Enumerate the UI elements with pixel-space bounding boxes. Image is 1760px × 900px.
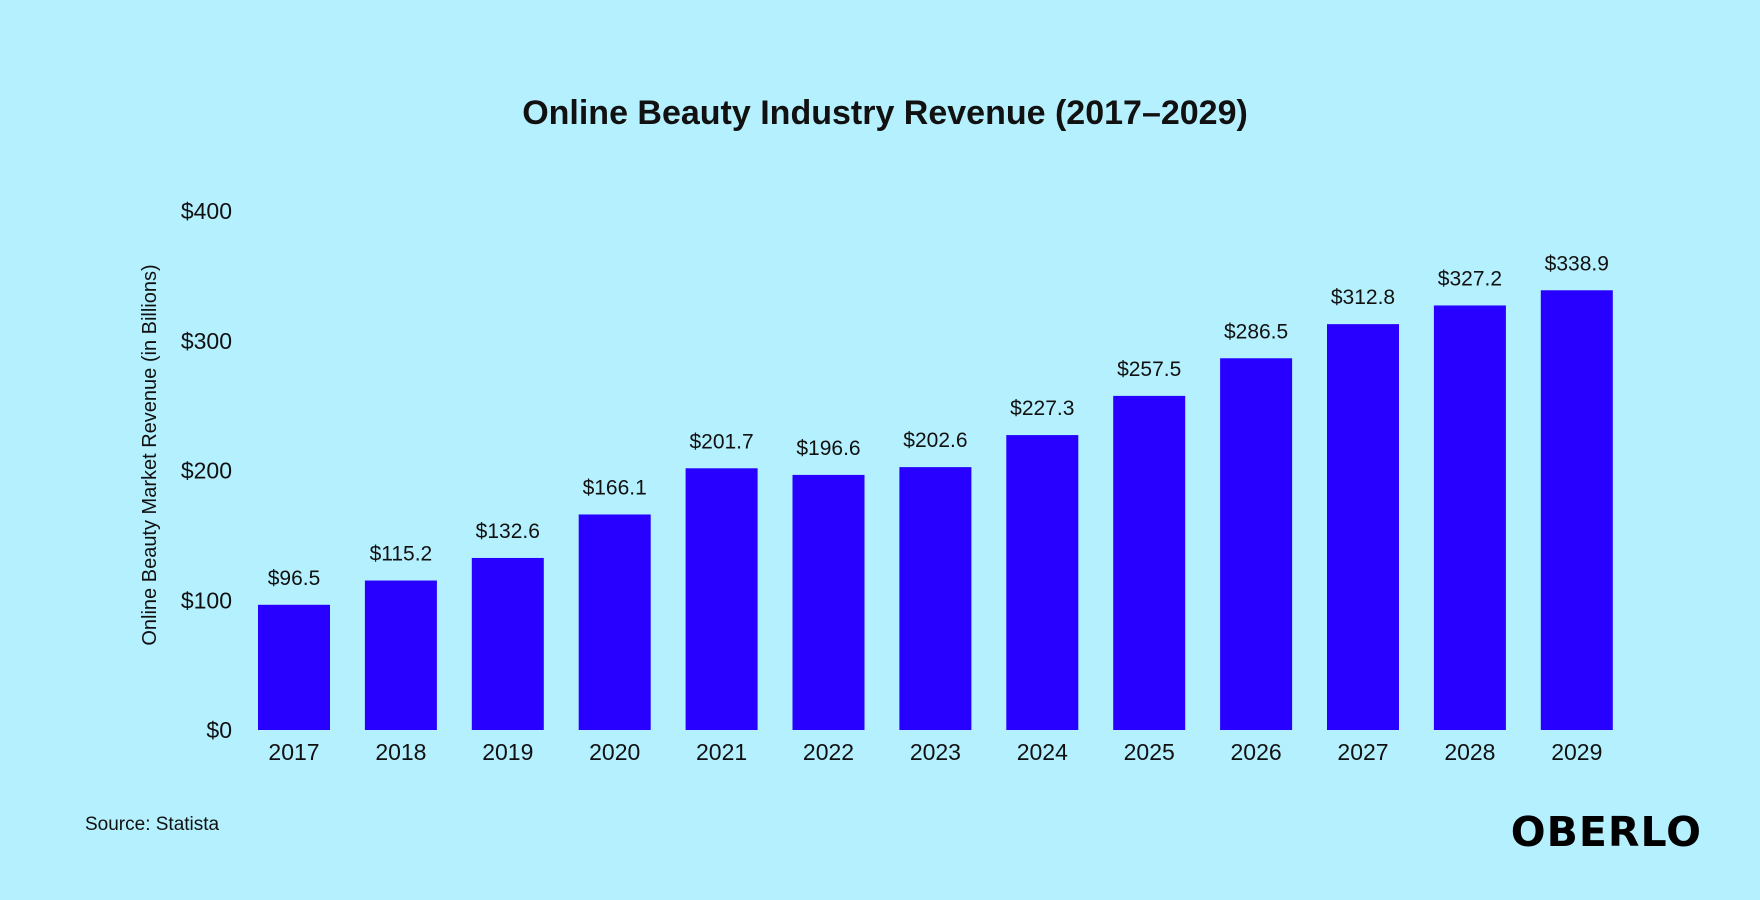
y-tick-label: $0 <box>206 717 232 743</box>
bar <box>364 580 437 730</box>
y-axis-label: Online Beauty Market Revenue (in Billion… <box>139 264 161 645</box>
bar <box>1433 305 1506 730</box>
data-label: $227.3 <box>1010 397 1074 420</box>
x-tick-label: 2019 <box>482 739 533 765</box>
x-tick-label: 2023 <box>910 739 961 765</box>
bar <box>1220 358 1293 730</box>
oberlo-logo: OBERLO <box>1511 808 1702 856</box>
y-tick-label: $200 <box>181 458 232 484</box>
data-label: $196.6 <box>796 437 860 460</box>
bar <box>578 514 651 730</box>
x-tick-label: 2026 <box>1231 739 1282 765</box>
bar <box>899 467 972 730</box>
source-note: Source: Statista <box>85 814 220 835</box>
x-tick-label: 2027 <box>1337 739 1388 765</box>
y-tick-label: $300 <box>181 328 232 354</box>
y-tick-label: $400 <box>181 198 232 224</box>
bar <box>1006 435 1079 730</box>
bar <box>685 468 758 730</box>
data-label: $257.5 <box>1117 358 1181 381</box>
bar <box>1540 290 1613 730</box>
x-tick-label: 2022 <box>803 739 854 765</box>
data-label: $96.5 <box>268 567 321 590</box>
data-label: $201.7 <box>689 430 753 453</box>
x-axis-ticks: 2017 2018 2019 2020 2021 2022 2023 2024 2025 2026… <box>268 739 1602 765</box>
x-tick-label: 2020 <box>589 739 640 765</box>
data-label: $338.9 <box>1545 252 1609 275</box>
x-tick-label: 2021 <box>696 739 747 765</box>
data-label: $166.1 <box>583 476 647 499</box>
y-tick-label: $100 <box>181 587 232 613</box>
bars <box>258 290 1613 730</box>
x-tick-label: 2025 <box>1124 739 1175 765</box>
data-label: $132.6 <box>476 520 540 543</box>
data-label: $327.2 <box>1438 267 1502 290</box>
data-label: $115.2 <box>370 543 433 566</box>
data-labels: $96.5 $115.2 $132.6 $166.1 $201.7 $196.6 $202.… <box>268 252 1609 590</box>
chart-title: Online Beauty Industry Revenue (2017–202… <box>522 94 1248 132</box>
x-tick-label: 2029 <box>1551 739 1602 765</box>
bar <box>258 604 330 730</box>
x-tick-label: 2017 <box>268 739 319 765</box>
x-tick-label: 2018 <box>375 739 426 765</box>
data-label: $202.6 <box>903 429 967 452</box>
data-label: $286.5 <box>1224 320 1288 343</box>
bar <box>1327 324 1399 730</box>
bar <box>792 474 865 730</box>
data-label: $312.8 <box>1331 286 1395 309</box>
y-axis-ticks: $0 $100 $200 $300 $400 <box>181 198 232 743</box>
x-tick-label: 2024 <box>1017 739 1068 765</box>
x-tick-label: 2028 <box>1444 739 1495 765</box>
bar <box>471 557 544 730</box>
bar <box>1113 395 1186 730</box>
